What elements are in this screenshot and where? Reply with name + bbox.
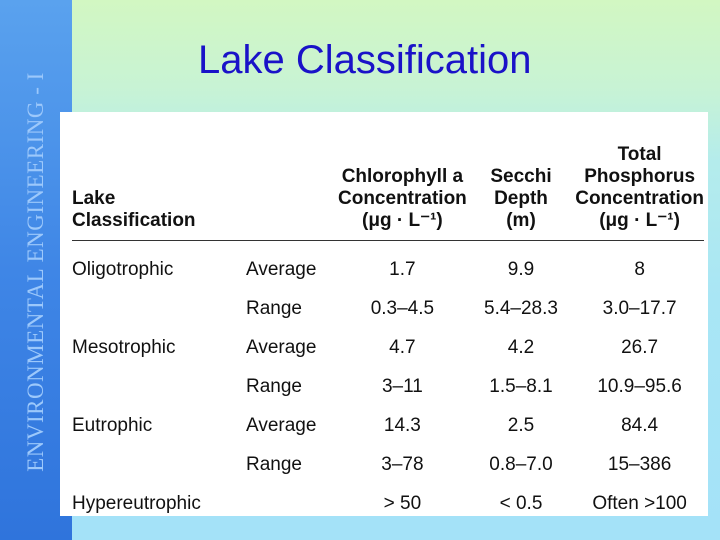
cell-secchi: < 0.5 [499,493,543,514]
cell-chlorophyll: 0.3–4.5 [370,298,435,319]
cell-phosphorus: 10.9–95.6 [597,376,682,397]
cell-chlorophyll: 4.7 [389,337,416,358]
cell-phosphorus: Often >100 [592,493,687,514]
cell-chlorophyll: 3–78 [381,454,424,475]
header-phosphorus-line-4: (μg · L⁻¹) [599,209,680,231]
cell-secchi: 5.4–28.3 [484,298,558,319]
cell-phosphorus: 8 [634,259,645,280]
lake-classification-table: Lake Classification Chlorophyll a Concen… [72,116,704,524]
cell-classification: Oligotrophic [72,259,174,280]
cell-classification [72,446,242,485]
table-row: Eutrophic Average 14.3 2.5 84.4 [72,407,704,446]
header-chlorophyll-line-1: Chlorophyll a [341,165,464,187]
cell-secchi: 2.5 [507,415,535,436]
table-row: Oligotrophic Average 1.7 9.9 8 [72,240,704,290]
cell-stat: Range [246,376,302,397]
cell-stat: Average [246,259,317,280]
table-row: Range 0.3–4.5 5.4–28.3 3.0–17.7 [72,290,704,329]
header-phosphorus-line-2: Phosphorus [584,165,696,187]
cell-phosphorus: 15–386 [607,454,672,475]
cell-secchi: 9.9 [507,259,535,280]
cell-classification: Hypereutrophic [72,493,201,514]
table-row: Range 3–11 1.5–8.1 10.9–95.6 [72,368,704,407]
header-phosphorus-line-1: Total [617,143,662,165]
cell-classification [72,290,242,329]
cell-classification: Mesotrophic [72,337,176,358]
cell-stat: Average [246,415,317,436]
cell-secchi: 4.2 [507,337,535,358]
header-chlorophyll-line-2: Concentration [338,187,467,209]
sidebar-course-title: ENVIRONMENTAL ENGINEERING - I [23,72,48,472]
header-chlorophyll: Chlorophyll a Concentration (μg · L⁻¹) [338,116,467,241]
table-row: Mesotrophic Average 4.7 4.2 26.7 [72,329,704,368]
table-panel: Lake Classification Chlorophyll a Concen… [60,112,708,516]
cell-phosphorus: 26.7 [621,337,659,358]
header-secchi-line-2: (m) [506,209,536,231]
cell-chlorophyll: 1.7 [389,259,416,280]
table-header-row: Lake Classification Chlorophyll a Concen… [72,116,704,241]
header-chlorophyll-line-3: (μg · L⁻¹) [362,209,443,231]
cell-phosphorus: 3.0–17.7 [602,298,677,319]
table-row: Range 3–78 0.8–7.0 15–386 [72,446,704,485]
slide-title: Lake Classification [198,38,532,82]
cell-phosphorus: 84.4 [621,415,659,436]
cell-stat: Range [246,454,302,475]
cell-chlorophyll: 14.3 [383,415,421,436]
cell-chlorophyll: > 50 [383,493,422,514]
header-secchi-depth: Secchi Depth (m) [466,116,576,241]
cell-secchi: 0.8–7.0 [489,454,553,475]
header-phosphorus-line-3: Concentration [575,187,704,209]
header-lake-classification: Lake Classification [72,116,242,241]
cell-stat: Average [246,337,317,358]
cell-stat: Range [246,298,302,319]
cell-secchi: 1.5–8.1 [489,376,553,397]
header-secchi-line-1: Secchi Depth [490,165,552,209]
cell-classification [72,368,242,407]
header-total-phosphorus: Total Phosphorus Concentration (μg · L⁻¹… [575,116,704,241]
header-stat [242,116,338,241]
table-row: Hypereutrophic > 50 < 0.5 Often >100 [72,485,704,524]
cell-chlorophyll: 3–11 [381,376,423,397]
cell-classification: Eutrophic [72,415,153,436]
cell-stat [242,485,338,524]
